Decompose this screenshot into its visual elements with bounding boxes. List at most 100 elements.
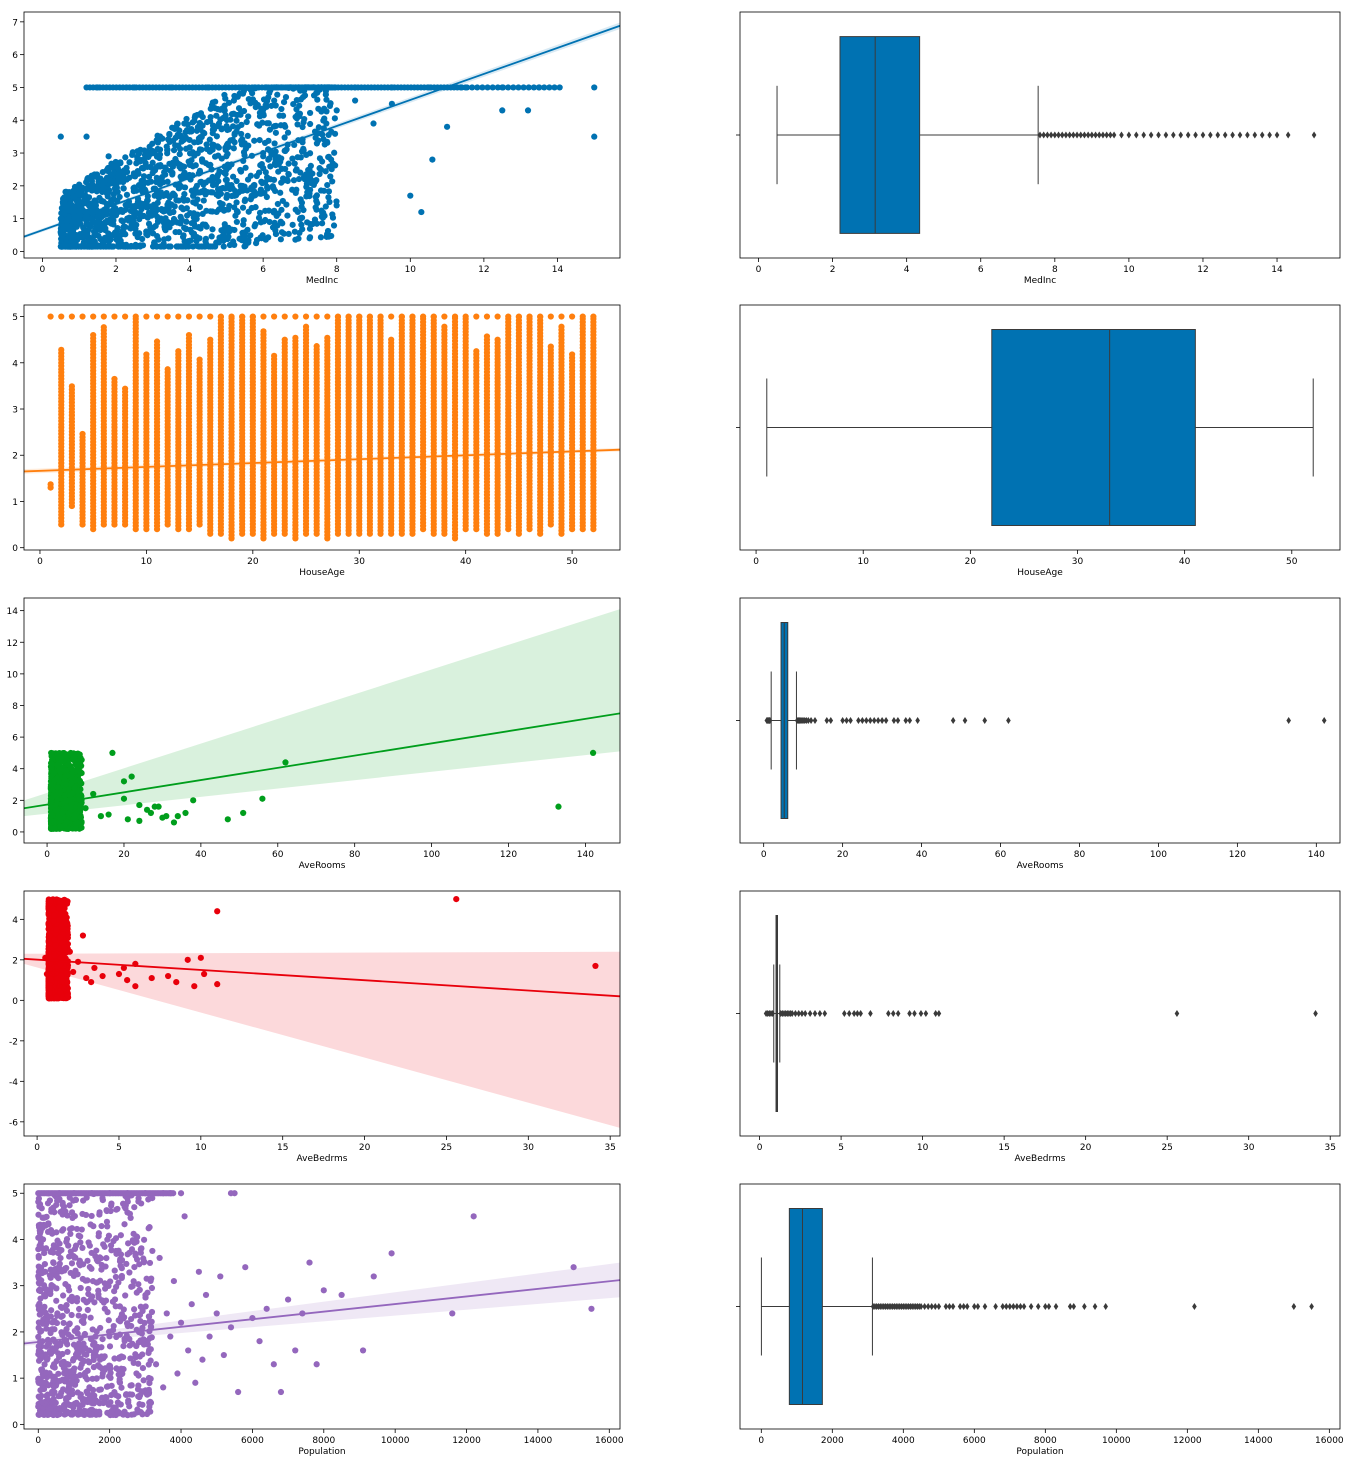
data-point	[179, 163, 186, 170]
data-point	[129, 151, 136, 159]
data-point	[113, 236, 120, 243]
data-point	[108, 198, 115, 205]
data-point	[222, 95, 229, 102]
outlier	[1096, 131, 1102, 139]
data-point	[149, 150, 156, 157]
data-point	[229, 123, 237, 130]
data-point	[291, 141, 298, 149]
data-point	[94, 84, 101, 91]
data-point	[230, 238, 237, 245]
data-point	[324, 139, 331, 146]
data-point	[75, 234, 83, 241]
point-cluster	[57, 84, 340, 250]
data-point	[185, 331, 193, 339]
outlier	[1193, 131, 1198, 139]
data-point	[195, 224, 202, 231]
data-point	[172, 134, 179, 141]
data-point	[188, 157, 195, 164]
data-point	[154, 206, 161, 213]
outlier	[1252, 131, 1258, 139]
data-point	[274, 200, 281, 208]
data-point	[309, 220, 316, 228]
data-point	[245, 208, 252, 215]
data-point	[266, 90, 273, 97]
data-point	[547, 313, 554, 320]
outlier	[1237, 131, 1243, 139]
x-tick-label: 0	[40, 265, 46, 275]
data-point	[269, 224, 277, 231]
data-point	[267, 163, 274, 170]
data-point	[326, 163, 333, 170]
data-point	[72, 239, 79, 246]
data-point	[223, 191, 231, 198]
data-point	[57, 228, 64, 235]
data-point	[252, 204, 259, 211]
outlier	[1048, 131, 1054, 139]
data-point	[510, 84, 517, 91]
data-point	[90, 313, 97, 320]
data-point	[182, 243, 189, 250]
data-point	[313, 206, 320, 213]
data-point	[307, 120, 314, 128]
axes-frame	[739, 11, 1341, 259]
outlier	[1082, 131, 1087, 139]
data-point	[304, 189, 311, 196]
data-point	[323, 108, 330, 115]
data-point	[273, 212, 280, 220]
data-point	[105, 189, 112, 196]
data-point	[166, 209, 174, 216]
outlier	[1148, 131, 1154, 139]
data-point	[499, 84, 506, 91]
data-point	[441, 323, 448, 330]
data-point	[171, 125, 178, 133]
data-point	[128, 203, 136, 210]
data-point	[138, 206, 145, 213]
data-point	[177, 145, 184, 153]
data-point	[91, 238, 98, 245]
data-point	[266, 218, 273, 226]
data-point	[180, 171, 187, 178]
x-tick-label: 10	[1123, 265, 1135, 275]
data-point	[272, 230, 280, 238]
data-point	[242, 228, 249, 236]
data-point	[280, 177, 288, 184]
data-point	[238, 121, 245, 128]
data-point	[241, 198, 248, 205]
data-point	[425, 84, 432, 91]
data-point	[282, 94, 290, 101]
data-point	[190, 192, 197, 200]
data-point	[63, 192, 71, 199]
x-tick-label: 8	[1052, 265, 1058, 275]
data-point	[271, 187, 279, 195]
data-point	[209, 141, 216, 148]
data-point	[166, 160, 173, 167]
data-point	[223, 224, 230, 231]
data-point	[153, 313, 161, 320]
data-point	[315, 124, 322, 131]
data-point	[223, 153, 230, 160]
data-point	[524, 107, 532, 114]
data-point	[75, 184, 83, 191]
data-point	[87, 215, 95, 222]
data-point	[515, 313, 522, 320]
data-point	[201, 243, 208, 250]
data-point	[388, 336, 395, 343]
outlier	[1041, 131, 1047, 139]
data-point	[146, 173, 153, 180]
data-point	[281, 336, 288, 343]
data-point	[240, 107, 248, 115]
outlier	[1200, 131, 1206, 139]
data-point	[306, 109, 314, 117]
outlier	[1208, 131, 1213, 139]
data-point	[154, 233, 161, 240]
data-point	[80, 239, 87, 246]
data-point	[180, 197, 188, 204]
data-point	[259, 180, 266, 187]
data-point	[329, 211, 336, 218]
data-point	[192, 162, 199, 169]
data-point	[196, 356, 203, 363]
data-point	[123, 191, 131, 198]
data-point	[239, 182, 246, 190]
data-point	[297, 215, 304, 222]
data-point	[215, 152, 222, 159]
